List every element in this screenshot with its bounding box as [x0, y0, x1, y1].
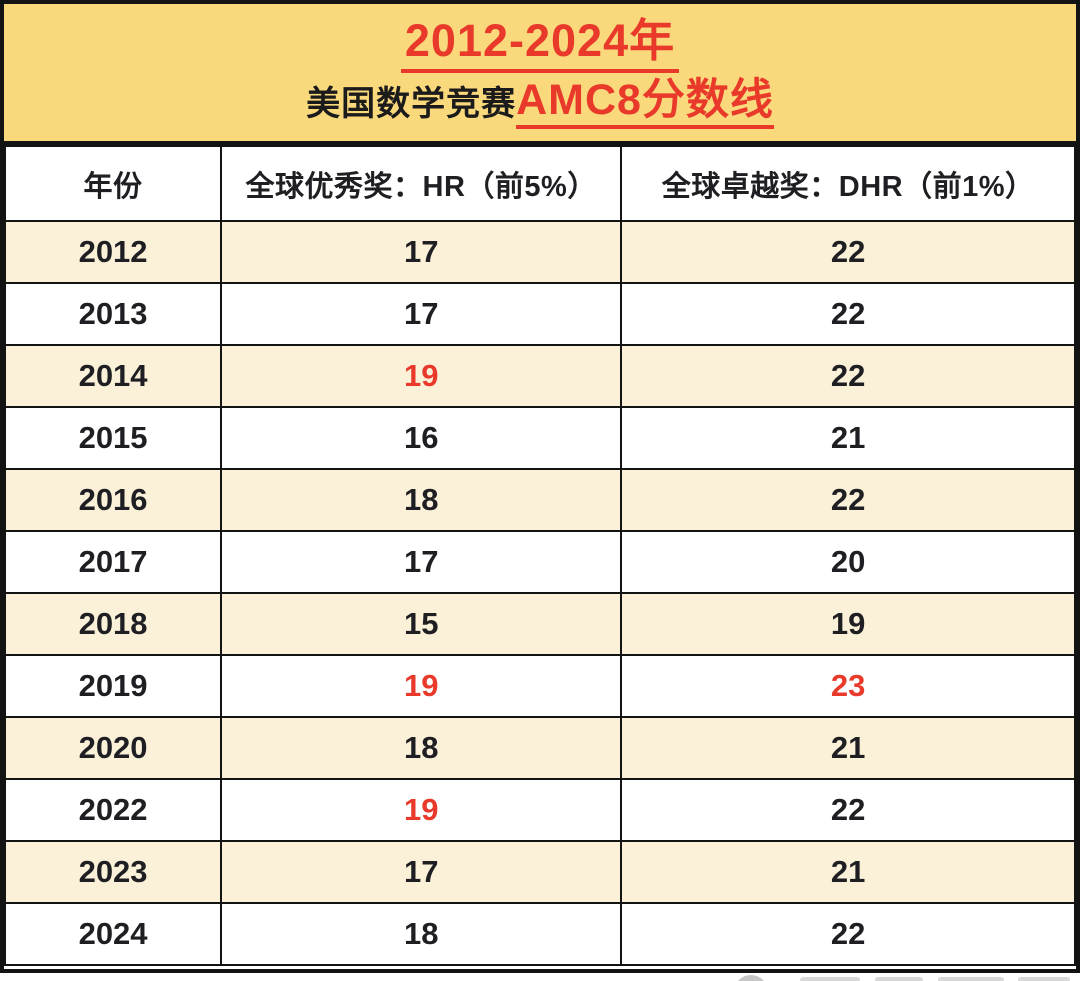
table-row: 2014 19 22 [3, 344, 1076, 408]
hr-cell: 17 [220, 220, 623, 284]
table-row: 2018 15 19 [3, 592, 1076, 656]
year-cell: 2022 [3, 778, 223, 842]
hr-cell: 18 [220, 716, 623, 780]
dhr-cell: 22 [620, 468, 1076, 532]
hr-cell: 18 [220, 468, 623, 532]
dhr-cell: 22 [620, 778, 1076, 842]
dhr-cell: 22 [620, 344, 1076, 408]
table-row: 2023 17 21 [3, 840, 1076, 904]
banner-subtitle: 美国数学竞赛 AMC8分数线 [306, 79, 774, 129]
table-row: 2020 18 21 [3, 716, 1076, 780]
score-table: 年份 全球优秀奖：HR（前5%） 全球卓越奖：DHR（前1%） 2012 17 22… [3, 145, 1076, 966]
hr-cell: 17 [220, 530, 623, 594]
year-cell: 2018 [3, 592, 223, 656]
hr-cell: 18 [220, 902, 623, 966]
table-row: 2012 17 22 [3, 220, 1076, 284]
hr-cell: 19 [220, 344, 623, 408]
watermark-text-fragment [1018, 977, 1070, 981]
year-cell: 2017 [3, 530, 223, 594]
year-cell: 2024 [3, 902, 223, 966]
dhr-cell: 21 [620, 716, 1076, 780]
year-cell: 2015 [3, 406, 223, 470]
year-cell: 2023 [3, 840, 223, 904]
dhr-cell: 22 [620, 220, 1076, 284]
hr-column-header: 全球优秀奖：HR（前5%） [220, 145, 623, 222]
table-row: 2016 18 22 [3, 468, 1076, 532]
table-row: 2022 19 22 [3, 778, 1076, 842]
watermark-text-fragment [875, 977, 923, 981]
dhr-cell: 22 [620, 902, 1076, 966]
dhr-cell: 21 [620, 406, 1076, 470]
watermark [0, 973, 1080, 981]
dhr-column-header: 全球卓越奖：DHR（前1%） [620, 145, 1076, 222]
table-row: 2015 16 21 [3, 406, 1076, 470]
hr-cell: 17 [220, 840, 623, 904]
dhr-cell: 21 [620, 840, 1076, 904]
watermark-logo-icon [734, 975, 768, 981]
year-cell: 2013 [3, 282, 223, 346]
hr-cell: 19 [220, 778, 623, 842]
table-row: 2017 17 20 [3, 530, 1076, 594]
banner-subtitle-black: 美国数学竞赛 [306, 85, 517, 123]
dhr-cell: 22 [620, 282, 1076, 346]
dhr-cell: 19 [620, 592, 1076, 656]
year-cell: 2020 [3, 716, 223, 780]
hr-cell: 15 [220, 592, 623, 656]
dhr-cell: 23 [620, 654, 1076, 718]
year-cell: 2012 [3, 220, 223, 284]
table-row: 2019 19 23 [3, 654, 1076, 718]
banner-title: 2012-2024年 [400, 16, 680, 73]
table-body: 2012 17 22 2013 17 22 2014 19 22 2015 16 21 2016 18 22… [3, 220, 1076, 966]
dhr-cell: 20 [620, 530, 1076, 594]
year-cell: 2019 [3, 654, 223, 718]
year-cell: 2014 [3, 344, 223, 408]
banner-subtitle-red: AMC8分数线 [516, 79, 774, 129]
hr-cell: 17 [220, 282, 623, 346]
hr-cell: 16 [220, 406, 623, 470]
year-column-header: 年份 [3, 145, 223, 222]
year-cell: 2016 [3, 468, 223, 532]
watermark-text-fragment [938, 977, 1004, 981]
watermark-text-fragment [800, 977, 860, 981]
table-header-row: 年份 全球优秀奖：HR（前5%） 全球卓越奖：DHR（前1%） [3, 145, 1076, 222]
hr-cell: 19 [220, 654, 623, 718]
table-row: 2024 18 22 [3, 902, 1076, 966]
table-row: 2013 17 22 [3, 282, 1076, 346]
banner: 2012-2024年 美国数学竞赛 AMC8分数线 [4, 4, 1076, 145]
